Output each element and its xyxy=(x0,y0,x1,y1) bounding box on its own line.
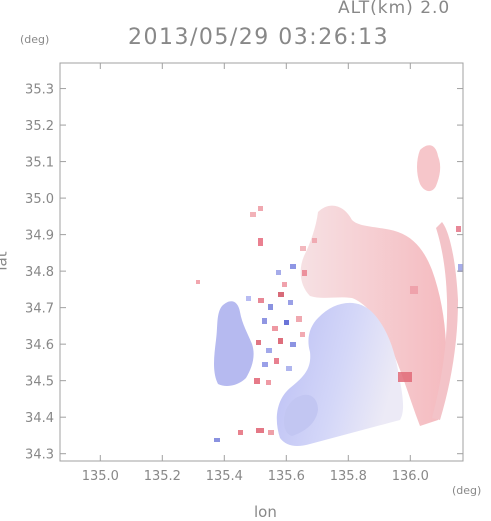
y-tick-label: 35.1 xyxy=(25,156,54,171)
axis-ticks: 135.0 135.2 135.4 135.6 135.8 136.0 34.3 34.4 34… xyxy=(25,63,463,484)
receding-echo-region xyxy=(300,205,447,426)
x-tick-label: 135.2 xyxy=(144,469,181,484)
receding-echo-north xyxy=(417,145,441,192)
timestamp-title: 2013/05/29 03:26:13 xyxy=(128,25,390,50)
approaching-echo-sw xyxy=(284,394,318,436)
altitude-label: ALT(km) 2.0 xyxy=(338,0,451,18)
y-tick-label: 34.4 xyxy=(25,411,54,426)
x-tick-label: 136.0 xyxy=(392,469,429,484)
y-tick-label: 34.6 xyxy=(25,338,54,353)
y-tick-label: 34.5 xyxy=(25,375,54,390)
y-tick-label: 34.8 xyxy=(25,265,54,280)
x-unit-label: (deg) xyxy=(452,484,482,497)
y-tick-label: 34.9 xyxy=(25,229,54,244)
x-tick-label: 135.0 xyxy=(82,469,119,484)
y-tick-label: 35.0 xyxy=(25,192,54,207)
y-tick-label: 35.3 xyxy=(25,83,54,98)
x-axis-label: lon xyxy=(254,503,277,521)
approaching-echo-west xyxy=(214,301,254,386)
y-tick-label: 34.7 xyxy=(25,302,54,317)
y-unit-label: (deg) xyxy=(20,33,50,46)
clutter-speckles xyxy=(196,206,463,442)
receding-echo-arc xyxy=(432,222,458,420)
y-tick-label: 35.2 xyxy=(25,119,54,134)
x-tick-label: 135.4 xyxy=(206,469,243,484)
x-tick-label: 135.8 xyxy=(330,469,367,484)
y-tick-label: 34.3 xyxy=(25,448,54,463)
plot-frame xyxy=(59,62,464,462)
echo-field xyxy=(196,145,463,446)
x-tick-label: 135.6 xyxy=(268,469,305,484)
